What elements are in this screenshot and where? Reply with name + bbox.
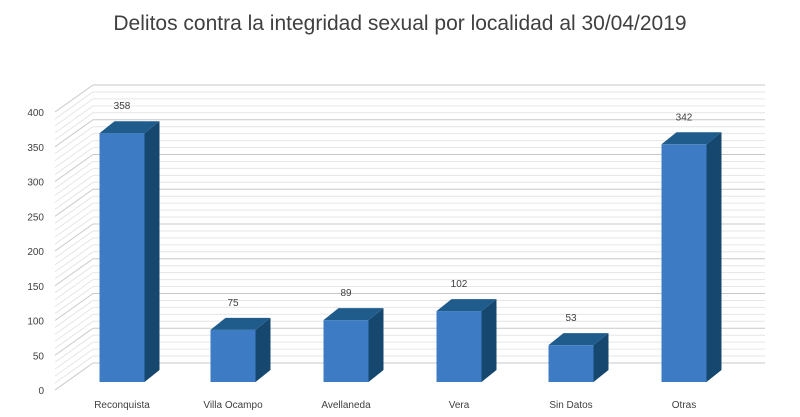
- gridline-side: [54, 188, 94, 217]
- gridline-side: [54, 181, 94, 210]
- gridline-side: [54, 98, 94, 127]
- gridline-side: [54, 105, 94, 134]
- bar-top-3: [436, 299, 497, 312]
- chart-title: Delitos contra la integridad sexual por …: [113, 12, 687, 35]
- bar-top-2: [323, 308, 384, 321]
- gridline-side: [54, 167, 94, 196]
- data-label: 89: [340, 288, 352, 299]
- x-tick-label: Reconquista: [94, 400, 150, 411]
- y-tick-label: 150: [27, 282, 44, 293]
- gridline-side: [54, 161, 94, 189]
- gridline-side: [54, 202, 94, 231]
- gridline-side: [54, 300, 94, 328]
- bar-side-4: [593, 333, 609, 382]
- gridline-side: [54, 126, 94, 155]
- y-tick-label: 250: [27, 212, 44, 223]
- x-tick-label: Otras: [672, 400, 696, 411]
- gridline-side: [54, 279, 94, 308]
- gridline-side: [54, 355, 94, 384]
- gridline-side: [54, 265, 94, 294]
- bar-front-2: [323, 320, 369, 382]
- bar-top-0: [99, 121, 160, 134]
- gridline-side: [54, 237, 94, 266]
- gridline-side: [54, 216, 94, 245]
- gridline-side: [54, 293, 94, 321]
- gridline-side: [54, 327, 94, 356]
- gridline-side: [54, 286, 94, 314]
- gridline-side: [54, 334, 94, 363]
- y-tick-label: 200: [27, 247, 44, 258]
- bar-side-5: [706, 132, 722, 382]
- data-label: 53: [565, 313, 577, 324]
- bar-top-4: [548, 333, 609, 346]
- gridline-side: [54, 140, 94, 169]
- bar-front-4: [548, 345, 594, 382]
- bar-side-1: [255, 317, 271, 382]
- gridline-side: [54, 133, 94, 162]
- x-tick-label: Sin Datos: [549, 400, 592, 411]
- gridline-side: [54, 147, 94, 175]
- y-tick-label: 100: [27, 317, 44, 328]
- gridline-side: [54, 341, 94, 370]
- data-label: 342: [676, 112, 693, 123]
- bar-side-3: [481, 299, 497, 382]
- gridline-side: [54, 313, 94, 342]
- data-label: 75: [227, 298, 239, 309]
- gridline-side: [54, 362, 94, 391]
- bar-top-5: [661, 132, 722, 145]
- x-tick-label: Vera: [449, 400, 470, 411]
- y-tick-label: 300: [27, 178, 44, 189]
- bar-front-5: [661, 144, 707, 382]
- gridline-side: [54, 209, 94, 238]
- bar-side-2: [368, 308, 384, 382]
- data-label: 102: [451, 279, 468, 290]
- gridline-side: [54, 258, 94, 287]
- gridline-side: [54, 223, 94, 252]
- gridline-side: [54, 91, 94, 120]
- gridline-side: [54, 195, 94, 224]
- gridline-side: [54, 84, 94, 113]
- bar-front-3: [436, 311, 482, 382]
- x-tick-label: Avellaneda: [321, 400, 371, 411]
- data-label: 358: [114, 101, 131, 112]
- x-tick-label: Villa Ocampo: [203, 400, 263, 411]
- bar-top-1: [210, 317, 271, 330]
- gridline-side: [54, 244, 94, 273]
- gridline-side: [54, 230, 94, 259]
- gridline-side: [54, 251, 94, 280]
- y-tick-label: 350: [27, 143, 44, 154]
- gridline-side: [54, 320, 94, 349]
- gridline-side: [54, 174, 94, 203]
- gridline-side: [54, 112, 94, 141]
- y-tick-label: 400: [27, 108, 44, 119]
- gridline-side: [54, 306, 94, 335]
- bar-side-0: [144, 121, 160, 382]
- y-tick-label: 0: [38, 386, 44, 397]
- gridline-side: [54, 119, 94, 148]
- gridline-side: [54, 348, 94, 377]
- gridline-side: [54, 272, 94, 301]
- bar-front-1: [210, 329, 256, 382]
- gridline-side: [54, 154, 94, 182]
- y-tick-label: 50: [33, 351, 45, 362]
- bar-front-0: [99, 133, 145, 382]
